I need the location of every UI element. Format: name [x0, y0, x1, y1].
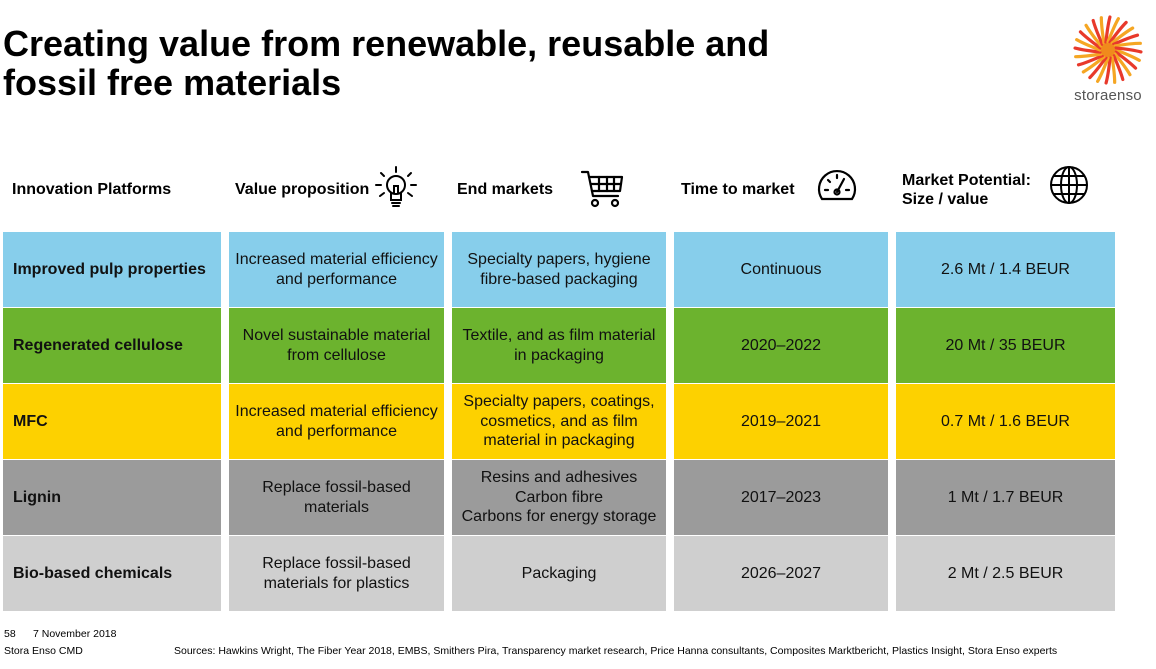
market-potential-cell-text: 2.6 Mt / 1.4 BEUR	[941, 260, 1070, 278]
value-proposition-cell-line: Replace fossil-based	[262, 555, 411, 572]
time-to-market-cell-text: Continuous	[740, 260, 822, 278]
end-markets-cell-text: Resins and adhesives Carbon fibre Carbons …	[462, 468, 657, 527]
end-markets-cell-line: material in packaging	[483, 432, 635, 450]
header-time-to-market: Time to market	[681, 181, 795, 198]
shopping-cart-icon	[580, 170, 624, 208]
market-potential-cell: 2 Mt / 2.5 BEUR	[896, 536, 1115, 611]
end-markets-cell: Specialty papers, coatings, cosmetics, an…	[452, 384, 666, 459]
speedometer-icon	[817, 169, 857, 201]
lightbulb-icon	[375, 166, 417, 207]
value-proposition-cell-line: Novel sustainable material	[242, 327, 431, 344]
header-innovation-platforms: Innovation Platforms	[12, 181, 172, 198]
value-proposition-cell-line: from cellulose	[287, 346, 386, 364]
end-markets-cell-line: Carbon fibre	[514, 488, 604, 506]
time-to-market-cell: 2017–2023	[674, 460, 888, 535]
time-to-market-cell: Continuous	[674, 232, 888, 307]
market-potential-cell-text: 0.7 Mt / 1.6 BEUR	[941, 412, 1070, 430]
end-markets-cell-text: Specialty papers, coatings, cosmetics, an…	[463, 392, 654, 451]
end-markets-cell-line: Packaging	[521, 564, 597, 582]
market-potential-cell: 20 Mt / 35 BEUR	[896, 308, 1115, 383]
value-proposition-cell-line: materials for plastics	[263, 574, 410, 592]
table-header: Innovation Platforms Value proposition E…	[0, 160, 1156, 220]
value-proposition-cell: Increased material efficiency and perform…	[229, 232, 444, 307]
value-proposition-cell-line: Replace fossil-based	[262, 479, 411, 496]
page-title: Creating value from renewable, reusable …	[3, 24, 963, 102]
market-potential-cell-text: 2 Mt / 2.5 BEUR	[947, 564, 1064, 582]
market-potential-cell: 1 Mt / 1.7 BEUR	[896, 460, 1115, 535]
end-markets-cell-text: Specialty papers, hygiene fibre-based pac…	[467, 250, 650, 289]
platform-cell: Lignin	[3, 460, 221, 535]
market-potential-cell: 0.7 Mt / 1.6 BEUR	[896, 384, 1115, 459]
end-markets-cell: Textile, and as film material in packagin…	[452, 308, 666, 383]
time-to-market-cell-text: 2019–2021	[740, 412, 822, 430]
page-number: 58	[4, 628, 16, 640]
platform-cell-text: Lignin	[13, 488, 61, 506]
time-to-market-cell: 2020–2022	[674, 308, 888, 383]
value-proposition-cell-line: Increased material efficiency	[235, 251, 438, 268]
end-markets-cell-line: in packaging	[514, 346, 604, 364]
header-market-potential-line2: Size / value	[902, 191, 989, 208]
end-markets-cell-text: Textile, and as film material in packagin…	[463, 326, 656, 365]
value-proposition-cell-line: and performance	[276, 270, 397, 288]
footer-date: 7 November 2018	[33, 628, 117, 640]
end-markets-cell-line: Specialty papers, coatings,	[463, 393, 655, 411]
end-markets-cell-line: fibre-based packaging	[480, 270, 638, 288]
end-markets-cell-text: Packaging	[522, 564, 597, 584]
stora-enso-logo: storaenso	[1066, 14, 1150, 106]
market-potential-cell-text: 20 Mt / 35 BEUR	[945, 336, 1066, 354]
value-proposition-cell-line: materials	[304, 498, 369, 516]
value-proposition-cell-text: Increased material efficiency and perform…	[235, 402, 437, 441]
title-line-2: fossil free materials	[3, 62, 342, 103]
market-potential-cell-text: 1 Mt / 1.7 BEUR	[947, 488, 1064, 506]
value-proposition-cell-text: Novel sustainable material from cellulose	[243, 326, 431, 365]
globe-icon	[1050, 166, 1088, 204]
platform-cell-text: MFC	[13, 412, 48, 430]
value-proposition-cell: Increased material efficiency and perform…	[229, 384, 444, 459]
footer-sources: Sources: Hawkins Wright, The Fiber Year …	[174, 645, 1058, 657]
header-market-potential: Market Potential: Size / value	[902, 171, 1031, 209]
value-proposition-cell: Novel sustainable material from cellulose	[229, 308, 444, 383]
platform-cell: MFC	[3, 384, 221, 459]
value-proposition-cell-line: and performance	[276, 422, 397, 440]
time-to-market-cell: 2019–2021	[674, 384, 888, 459]
end-markets-cell-line: cosmetics, and as film	[480, 412, 638, 430]
value-proposition-cell-text: Replace fossil-based materials for plasti…	[262, 554, 411, 593]
end-markets-cell-line: Carbons for energy storage	[461, 508, 657, 526]
value-proposition-cell: Replace fossil-based materials	[229, 460, 444, 535]
value-proposition-cell-text: Increased material efficiency and perform…	[235, 250, 437, 289]
logo-text: storaenso	[1074, 87, 1142, 104]
end-markets-cell: Specialty papers, hygiene fibre-based pac…	[452, 232, 666, 307]
end-markets-cell-line: Specialty papers, hygiene	[467, 251, 651, 268]
value-proposition-cell: Replace fossil-based materials for plasti…	[229, 536, 444, 611]
end-markets-cell-line: Resins and adhesives	[480, 469, 638, 487]
sun-logo-icon	[1073, 15, 1143, 85]
platform-cell: Improved pulp properties	[3, 232, 221, 307]
header-value-proposition: Value proposition	[235, 181, 370, 198]
platform-cell-text: Improved pulp properties	[13, 260, 206, 278]
end-markets-cell-line: Textile, and as film material	[462, 327, 656, 344]
header-end-markets: End markets	[457, 181, 554, 198]
market-potential-cell: 2.6 Mt / 1.4 BEUR	[896, 232, 1115, 307]
time-to-market-cell-text: 2020–2022	[740, 336, 822, 354]
value-proposition-cell-line: Increased material efficiency	[235, 403, 438, 420]
platform-cell-text: Bio-based chemicals	[13, 564, 173, 582]
platform-cell-text: Regenerated cellulose	[13, 336, 183, 354]
time-to-market-cell: 2026–2027	[674, 536, 888, 611]
footer-event: Stora Enso CMD	[4, 645, 83, 657]
end-markets-cell: Resins and adhesives Carbon fibre Carbons …	[452, 460, 666, 535]
title-line-1: Creating value from renewable, reusable …	[3, 23, 770, 64]
time-to-market-cell-text: 2017–2023	[740, 488, 822, 506]
value-proposition-cell-text: Replace fossil-based materials	[262, 478, 411, 517]
header-market-potential-line1: Market Potential:	[902, 172, 1031, 189]
platform-cell: Bio-based chemicals	[3, 536, 221, 611]
time-to-market-cell-text: 2026–2027	[740, 564, 822, 582]
end-markets-cell: Packaging	[452, 536, 666, 611]
platform-cell: Regenerated cellulose	[3, 308, 221, 383]
